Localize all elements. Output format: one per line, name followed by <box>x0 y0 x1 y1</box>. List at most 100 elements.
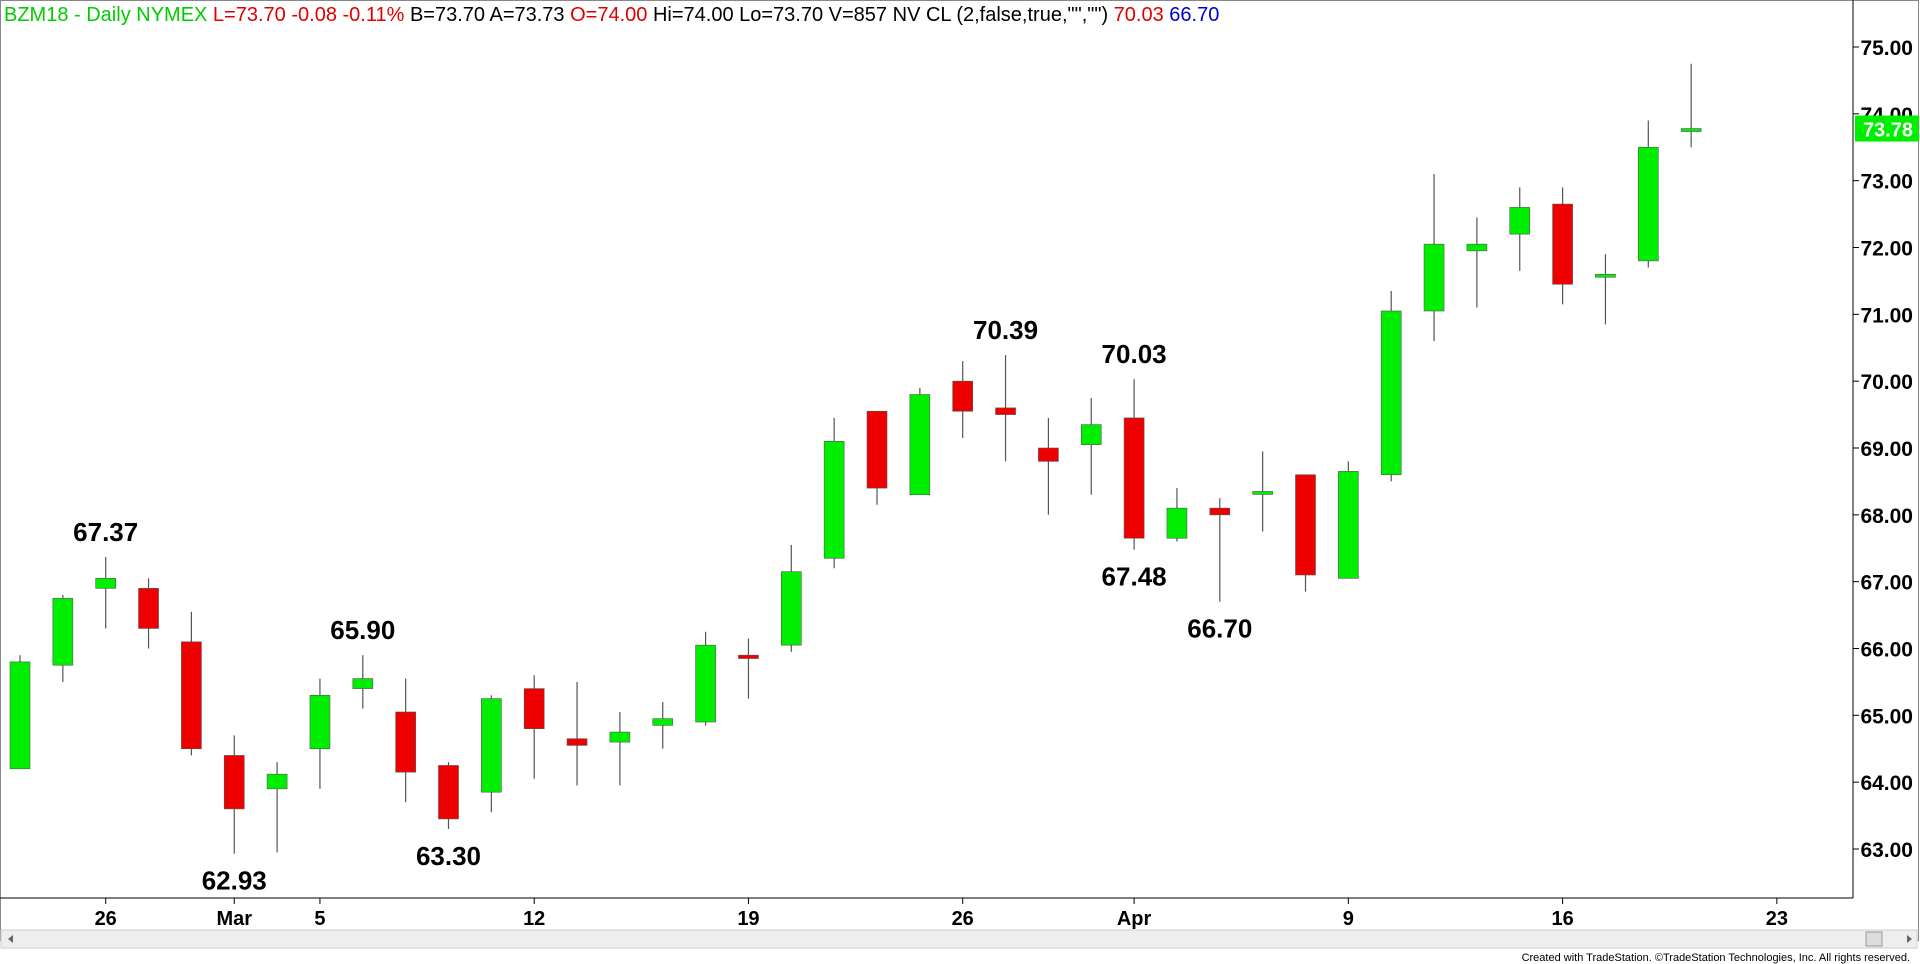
candle <box>952 361 974 438</box>
candle <box>138 578 159 649</box>
candle-body <box>1123 417 1145 539</box>
candle-body <box>52 598 74 666</box>
header-segment: B=73.70 <box>404 4 485 26</box>
last-price-marker <box>1855 115 1919 142</box>
price-annotation: 66.70 <box>1187 614 1252 644</box>
candle-body <box>995 407 1016 415</box>
credit-text: Created with TradeStation. ©TradeStation… <box>1522 952 1910 964</box>
candle <box>652 701 674 749</box>
scroll-left-icon[interactable] <box>8 935 13 943</box>
candle <box>481 695 502 813</box>
price-annotation: 65.90 <box>330 615 395 645</box>
candle <box>52 595 74 682</box>
candle-body <box>1380 310 1402 476</box>
candle-body <box>1595 273 1616 278</box>
price-annotation: 70.03 <box>1102 339 1167 369</box>
candle-body <box>481 698 502 793</box>
header-segment: Lo=73.70 <box>734 4 824 26</box>
y-tick-label: 70.00 <box>1860 371 1913 394</box>
candle <box>309 678 331 789</box>
candle <box>1038 417 1059 515</box>
scrollbar-thumb[interactable] <box>1865 931 1883 947</box>
candle-body <box>95 578 116 589</box>
y-tick-label: 68.00 <box>1860 505 1913 528</box>
candle <box>1338 461 1359 579</box>
x-tick-label: 12 <box>523 908 545 930</box>
candlestick-series <box>9 63 1702 854</box>
x-tick-label: Mar <box>216 908 252 930</box>
candle <box>1638 120 1659 268</box>
candle <box>823 417 845 569</box>
candle-body <box>909 394 931 496</box>
header-segment: Hi=74.00 <box>647 4 733 26</box>
header-segment: NV CL (2,false,true,"","") <box>887 4 1108 26</box>
candle <box>1123 379 1145 550</box>
candle <box>1595 254 1616 325</box>
candle <box>695 631 716 726</box>
candle <box>866 410 888 505</box>
candle <box>1209 498 1231 602</box>
candle <box>1295 474 1316 592</box>
candle <box>1380 290 1402 482</box>
candle <box>1466 217 1488 308</box>
candle-body <box>181 641 202 750</box>
candle-body <box>523 688 545 729</box>
candle <box>1423 173 1445 342</box>
y-tick-label: 72.00 <box>1860 238 1913 261</box>
candle <box>1680 63 1702 148</box>
candle <box>995 355 1016 462</box>
x-tick-label: Apr <box>1117 908 1152 930</box>
horizontal-scrollbar[interactable] <box>0 929 1918 949</box>
candle-body <box>1466 243 1488 252</box>
candle-body <box>1338 471 1359 579</box>
header-segment: -0.11% <box>337 4 405 26</box>
x-tick-label: 26 <box>95 908 117 930</box>
candle <box>780 544 802 652</box>
x-tick-label: 26 <box>952 908 974 930</box>
scrollbar-track[interactable] <box>0 929 1918 949</box>
candle <box>1552 187 1573 305</box>
y-tick-label: 67.00 <box>1860 572 1913 595</box>
candle-body <box>138 588 159 629</box>
x-tick-label: 23 <box>1766 908 1788 930</box>
header-segment: A=73.73 <box>485 4 565 26</box>
candle-body <box>309 694 331 750</box>
header-segment: V=857 <box>823 4 887 26</box>
scroll-right-icon[interactable] <box>1907 935 1912 943</box>
y-tick-label: 75.00 <box>1860 37 1913 60</box>
candle <box>395 678 416 803</box>
candle-body <box>652 718 674 726</box>
candle <box>1080 397 1102 495</box>
candle <box>1252 451 1273 532</box>
candle <box>223 735 245 854</box>
y-tick-label: 63.00 <box>1860 839 1913 862</box>
candle <box>566 681 588 786</box>
candle-body <box>1638 146 1659 262</box>
y-tick-label: 71.00 <box>1860 304 1913 327</box>
candle-body <box>566 738 588 746</box>
x-axis: 26 Mar 5 12 19 26 Apr 9 16 23 <box>95 898 1788 930</box>
candle-body <box>1552 203 1573 285</box>
candle-body <box>1252 491 1273 495</box>
candle-body <box>1038 447 1059 462</box>
candle <box>266 762 288 853</box>
price-annotation: 67.37 <box>73 517 138 547</box>
candle <box>95 556 116 629</box>
candle-body <box>609 731 631 743</box>
y-axis: 63.00 64.00 65.00 66.00 67.00 68.00 69.00 70.00… <box>1853 37 1919 862</box>
candle <box>9 655 31 770</box>
candle-body <box>952 380 974 412</box>
candle <box>352 655 374 709</box>
x-tick-label: 16 <box>1551 908 1573 930</box>
header-segment: 66.70 <box>1164 4 1220 26</box>
candle-body <box>866 410 888 489</box>
candle-body <box>352 678 374 689</box>
candle-body <box>695 644 716 723</box>
candle-body <box>1295 474 1316 576</box>
y-tick-label: 65.00 <box>1860 705 1913 728</box>
candle <box>181 611 202 756</box>
candle-body <box>438 765 459 820</box>
candle-body <box>1080 424 1102 445</box>
candle <box>909 387 931 496</box>
